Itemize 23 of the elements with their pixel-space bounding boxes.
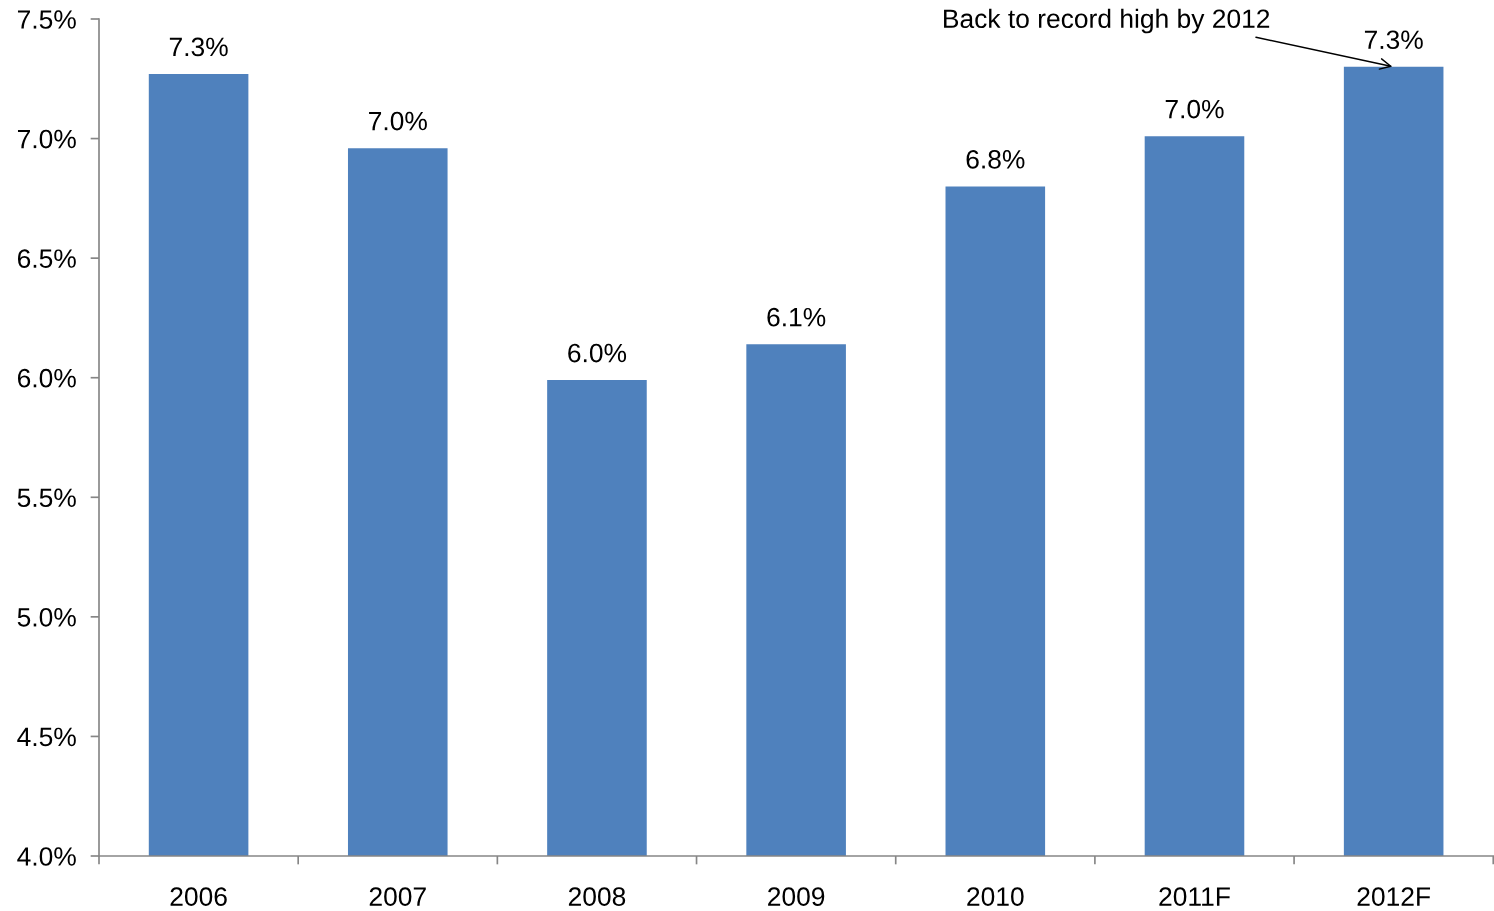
- x-tick-label: 2009: [768, 887, 825, 906]
- x-tick-label: 2006: [170, 887, 227, 906]
- y-tick-label: 5.0%: [17, 607, 76, 627]
- data-label: 7.0%: [1165, 99, 1224, 119]
- data-label: 7.0%: [369, 111, 427, 131]
- data-label: 7.3%: [1364, 30, 1423, 50]
- y-tick-label: 5.5%: [17, 488, 76, 508]
- x-tick-label: 2008: [568, 887, 626, 906]
- data-label: 6.1%: [767, 307, 826, 327]
- x-tick-label: 2007: [369, 887, 426, 906]
- y-tick-label: 4.0%: [17, 847, 76, 866]
- data-label: 6.8%: [966, 150, 1025, 169]
- x-tick-label: 2012F: [1357, 887, 1431, 906]
- y-tick-label: 6.0%: [17, 368, 76, 388]
- y-tick-label: 7.5%: [17, 10, 76, 29]
- y-tick-label: 7.0%: [17, 129, 76, 149]
- y-tick-label: 4.5%: [17, 727, 76, 747]
- data-label: 7.3%: [169, 37, 228, 57]
- annotation: Back to record high by 2012: [944, 8, 1270, 34]
- x-tick-label: 2010: [967, 887, 1024, 906]
- x-tick-label: 2011F: [1159, 887, 1230, 906]
- y-tick-label: 6.5%: [17, 249, 76, 268]
- data-label: 6.0%: [568, 343, 627, 363]
